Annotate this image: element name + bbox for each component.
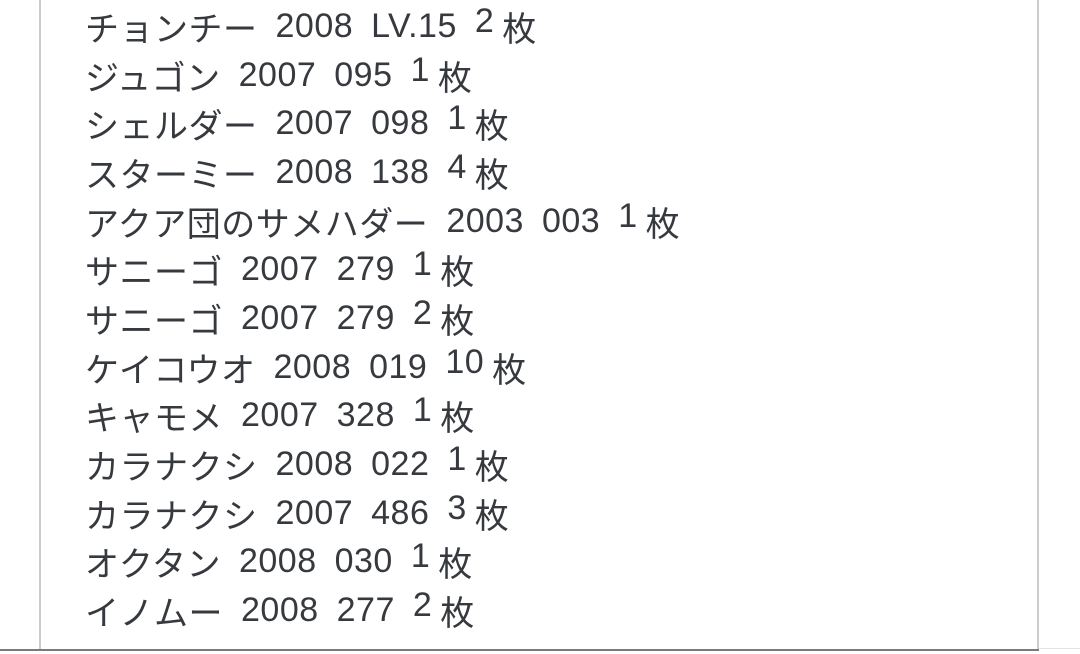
- card-number: 022: [371, 445, 430, 484]
- card-count-suffix: 枚: [492, 351, 527, 390]
- card-count-value: 2: [412, 293, 433, 332]
- card-name: サニーゴ: [85, 302, 223, 341]
- list-item: オクタン 2008 030 1 枚: [85, 537, 1032, 587]
- card-count-suffix: 枚: [474, 449, 510, 488]
- card-name: チョンチー: [85, 10, 258, 49]
- card-year: 2008: [241, 591, 319, 630]
- card-year: 2008: [238, 542, 317, 581]
- card-number: 277: [336, 591, 395, 630]
- card-count: 1 枚: [447, 99, 509, 148]
- card-count-suffix: 枚: [440, 400, 475, 439]
- card-year: 2003: [446, 201, 524, 240]
- card-count-value: 1: [412, 245, 433, 284]
- card-name: アクア団のサメハダー: [85, 205, 429, 244]
- card-name: イノムー: [85, 595, 223, 634]
- list-item: サニーゴ 2007 279 2 枚: [85, 294, 1032, 343]
- left-border-line: [39, 0, 41, 650]
- card-list: チョンチー 2008 LV.15 2 枚 ジュゴン 2007 095 1 枚 シ…: [85, 2, 1032, 635]
- card-year: 2008: [273, 347, 352, 386]
- card-year: 2007: [241, 396, 319, 435]
- card-count-value: 2: [412, 586, 433, 625]
- card-count-value: 1: [447, 440, 467, 479]
- card-count-value: 4: [447, 147, 467, 186]
- card-name: オクタン: [85, 546, 221, 585]
- card-count-value: 1: [410, 50, 430, 89]
- card-count: 1 枚: [413, 245, 475, 294]
- card-count-suffix: 枚: [474, 156, 510, 195]
- list-item: ジュゴン 2007 095 1 枚: [85, 51, 1032, 100]
- card-count: 2 枚: [475, 2, 537, 51]
- card-count-suffix: 枚: [474, 497, 510, 536]
- card-year: 2007: [241, 250, 319, 289]
- card-count-value: 1: [618, 196, 638, 235]
- card-count-suffix: 枚: [645, 205, 681, 244]
- card-count: 1 枚: [411, 51, 473, 100]
- card-count: 4 枚: [447, 148, 509, 197]
- right-border-line: [1037, 0, 1039, 650]
- card-year: 2008: [275, 6, 354, 45]
- card-count: 1 枚: [413, 391, 475, 440]
- list-item: カラナクシ 2008 022 1 枚: [85, 440, 1032, 489]
- list-item: イノムー 2008 277 2 枚: [85, 586, 1032, 635]
- card-count-value: 1: [412, 391, 433, 430]
- list-item: アクア団のサメハダー 2003 003 1 枚: [85, 197, 1032, 246]
- card-number: 328: [336, 396, 395, 435]
- list-item: サニーゴ 2007 279 1 枚: [85, 245, 1032, 294]
- card-count-suffix: 枚: [502, 10, 537, 49]
- card-name: ケイコウオ: [85, 351, 256, 390]
- bottom-divider-line-right: [1039, 648, 1080, 649]
- card-count-value: 2: [474, 1, 495, 40]
- card-number: LV.15: [371, 6, 457, 45]
- card-name: サニーゴ: [85, 254, 223, 293]
- card-number: 279: [336, 298, 395, 337]
- card-count: 1 枚: [447, 440, 509, 489]
- card-count-suffix: 枚: [440, 302, 475, 341]
- card-count-value: 10: [445, 342, 485, 381]
- card-year: 2008: [275, 445, 354, 484]
- card-number: 030: [334, 542, 393, 581]
- card-number: 019: [369, 347, 428, 386]
- card-number: 138: [371, 152, 430, 191]
- card-count: 2 枚: [413, 586, 475, 635]
- card-number: 098: [371, 104, 430, 143]
- card-count: 1 枚: [618, 197, 680, 246]
- card-count-suffix: 枚: [440, 595, 475, 634]
- card-count-value: 3: [447, 488, 467, 527]
- card-year: 2007: [238, 55, 317, 94]
- card-name: カラナクシ: [85, 497, 258, 536]
- card-year: 2007: [275, 104, 354, 143]
- card-count: 10 枚: [445, 343, 526, 392]
- card-count: 2 枚: [413, 294, 475, 343]
- card-year: 2007: [241, 298, 319, 337]
- list-item: キャモメ 2007 328 1 枚: [85, 391, 1032, 441]
- card-count-suffix: 枚: [440, 254, 475, 293]
- bottom-divider-line: [0, 649, 1039, 651]
- list-item: シェルダー 2007 098 1 枚: [85, 99, 1032, 148]
- card-number: 486: [371, 493, 430, 532]
- card-count-suffix: 枚: [474, 108, 510, 147]
- card-number: 279: [336, 250, 395, 289]
- card-name: ジュゴン: [85, 59, 221, 98]
- card-number: 095: [334, 55, 393, 94]
- card-year: 2008: [275, 152, 354, 191]
- card-name: スターミー: [85, 156, 258, 195]
- list-item: スターミー 2008 138 4 枚: [85, 148, 1032, 197]
- card-count: 3 枚: [447, 489, 509, 538]
- list-item: カラナクシ 2007 486 3 枚: [85, 489, 1032, 538]
- list-item: ケイコウオ 2008 019 10 枚: [85, 343, 1032, 392]
- card-year: 2007: [275, 493, 354, 532]
- card-name: シェルダー: [85, 108, 258, 147]
- card-count-value: 1: [410, 537, 431, 576]
- card-name: カラナクシ: [85, 449, 258, 488]
- card-name: キャモメ: [85, 400, 223, 439]
- list-item: チョンチー 2008 LV.15 2 枚: [85, 2, 1032, 51]
- card-count-suffix: 枚: [438, 546, 473, 585]
- card-count-value: 1: [447, 99, 467, 138]
- card-count: 1 枚: [411, 537, 473, 586]
- card-number: 003: [541, 201, 601, 240]
- card-count-suffix: 枚: [437, 59, 473, 98]
